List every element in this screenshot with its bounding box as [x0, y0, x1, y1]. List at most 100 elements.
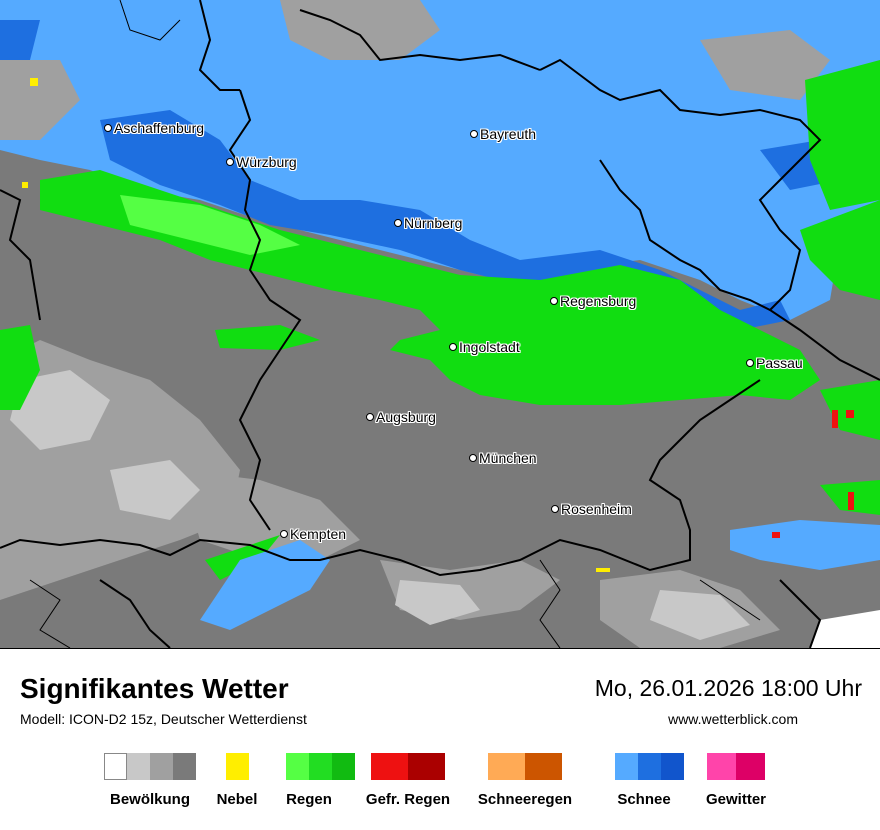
- legend-sleet: Schneeregen: [478, 753, 572, 808]
- snow-area: [730, 520, 880, 570]
- city-dot: [366, 413, 374, 421]
- city-marker-kempten: Kempten: [280, 526, 346, 542]
- city-marker-regensburg: Regensburg: [550, 293, 636, 309]
- freezing-rain-area: [772, 532, 780, 538]
- legend-swatch: [173, 753, 196, 780]
- freezing-rain-area: [846, 410, 854, 418]
- freezing-rain-area: [848, 492, 854, 510]
- city-dot: [551, 505, 559, 513]
- freezing-rain-area: [832, 410, 838, 428]
- snow-dark-area: [0, 20, 40, 60]
- border-line: [119, 0, 181, 41]
- legend-snow: Schnee: [615, 753, 684, 808]
- legend-swatch: [127, 753, 150, 780]
- border-line: [198, 0, 240, 91]
- legend-swatch: [707, 753, 736, 780]
- fog-area: [30, 78, 38, 86]
- border-line: [779, 579, 822, 648]
- city-label: Nürnberg: [404, 215, 463, 231]
- state-borders: [0, 0, 880, 648]
- legend-swatches: [707, 753, 765, 780]
- rain-area: [805, 60, 880, 210]
- legend-swatches: [226, 753, 249, 780]
- city-label: Kempten: [290, 526, 347, 542]
- cloud-light-area: [110, 460, 200, 520]
- legend-swatch: [332, 753, 355, 780]
- city-marker-bayreuth: Bayreuth: [470, 126, 536, 142]
- rain-light-area: [120, 195, 300, 255]
- legend-label: Gewitter: [705, 791, 767, 808]
- city-label: Würzburg: [236, 154, 297, 170]
- legend-swatch: [661, 753, 684, 780]
- legend-swatch: [638, 753, 661, 780]
- legend-swatch: [736, 753, 765, 780]
- border-line: [228, 89, 302, 531]
- legend-rain: Regen: [286, 753, 355, 808]
- weather-layer: [0, 0, 880, 648]
- legend-thunderstorm: Gewitter: [706, 753, 766, 808]
- legend-fog: Nebel: [217, 753, 257, 808]
- district-borders: [29, 0, 761, 648]
- border-line: [539, 58, 880, 381]
- legend-swatch: [309, 753, 332, 780]
- snow-area: [200, 540, 330, 630]
- legend-swatch: [104, 753, 127, 780]
- city-dot: [280, 530, 288, 538]
- city-label: Bayreuth: [480, 126, 537, 142]
- rain-area: [800, 200, 880, 300]
- cloud-mid-area: [180, 470, 360, 560]
- forecast-datetime: Mo, 26.01.2026 18:00 Uhr: [594, 675, 862, 701]
- legend-swatch: [525, 753, 562, 780]
- legend-label: Gefr. Regen: [365, 791, 451, 808]
- snow-area: [0, 0, 880, 320]
- city-label: Rosenheim: [561, 501, 632, 517]
- footer: Signifikantes Wetter Modell: ICON-D2 15z…: [0, 649, 880, 830]
- city-dot: [469, 454, 477, 462]
- city-dot: [746, 359, 754, 367]
- legend-label: Nebel: [216, 791, 258, 808]
- city-label: Augsburg: [376, 409, 436, 425]
- city-dot: [226, 158, 234, 166]
- legend-label: Bewölkung: [109, 791, 191, 808]
- city-label: München: [479, 450, 537, 466]
- city-marker-rosenheim: Rosenheim: [551, 501, 632, 517]
- border-line: [699, 579, 761, 621]
- rain-area: [215, 325, 320, 350]
- city-marker-ingolstadt: Ingolstadt: [449, 339, 520, 355]
- border-line: [99, 579, 171, 648]
- border-line: [299, 9, 541, 71]
- city-dot: [394, 219, 402, 227]
- legend-swatches: [371, 753, 445, 780]
- map-title: Signifikantes Wetter: [20, 673, 289, 704]
- legend-freezing-rain: Gefr. Regen: [366, 753, 450, 808]
- website-link[interactable]: www.wetterblick.com: [668, 711, 798, 727]
- rain-area: [205, 535, 280, 580]
- border-line: [0, 189, 41, 321]
- legend-label: Schnee: [617, 791, 671, 808]
- legend-swatch: [226, 753, 249, 780]
- legend-swatch: [408, 753, 445, 780]
- rain-area: [0, 325, 40, 410]
- legend-swatches: [615, 753, 684, 780]
- city-dot: [470, 130, 478, 138]
- city-dot: [550, 297, 558, 305]
- legend-swatch: [615, 753, 638, 780]
- border-line: [539, 559, 561, 648]
- city-dot: [104, 124, 112, 132]
- city-marker-wuerzburg: Würzburg: [226, 154, 297, 170]
- city-marker-aschaffenburg: Aschaffenburg: [104, 120, 204, 136]
- legend-swatch: [371, 753, 408, 780]
- legend-swatches: [104, 753, 196, 780]
- border-line: [29, 579, 71, 648]
- cloud-light-area: [650, 590, 750, 640]
- cloud-mid-area: [280, 0, 440, 60]
- city-marker-augsburg: Augsburg: [366, 409, 436, 425]
- city-label: Passau: [756, 355, 803, 371]
- cloud-mid-area: [700, 30, 830, 100]
- weather-map: Aschaffenburg Würzburg Bayreuth Nürnberg…: [0, 0, 880, 649]
- fog-area: [22, 182, 28, 188]
- cloud-light-area: [10, 370, 110, 450]
- legend: Bewölkung Nebel Regen Gefr. Regen: [0, 753, 880, 813]
- model-info: Modell: ICON-D2 15z, Deutscher Wetterdie…: [20, 711, 307, 727]
- legend-swatch: [150, 753, 173, 780]
